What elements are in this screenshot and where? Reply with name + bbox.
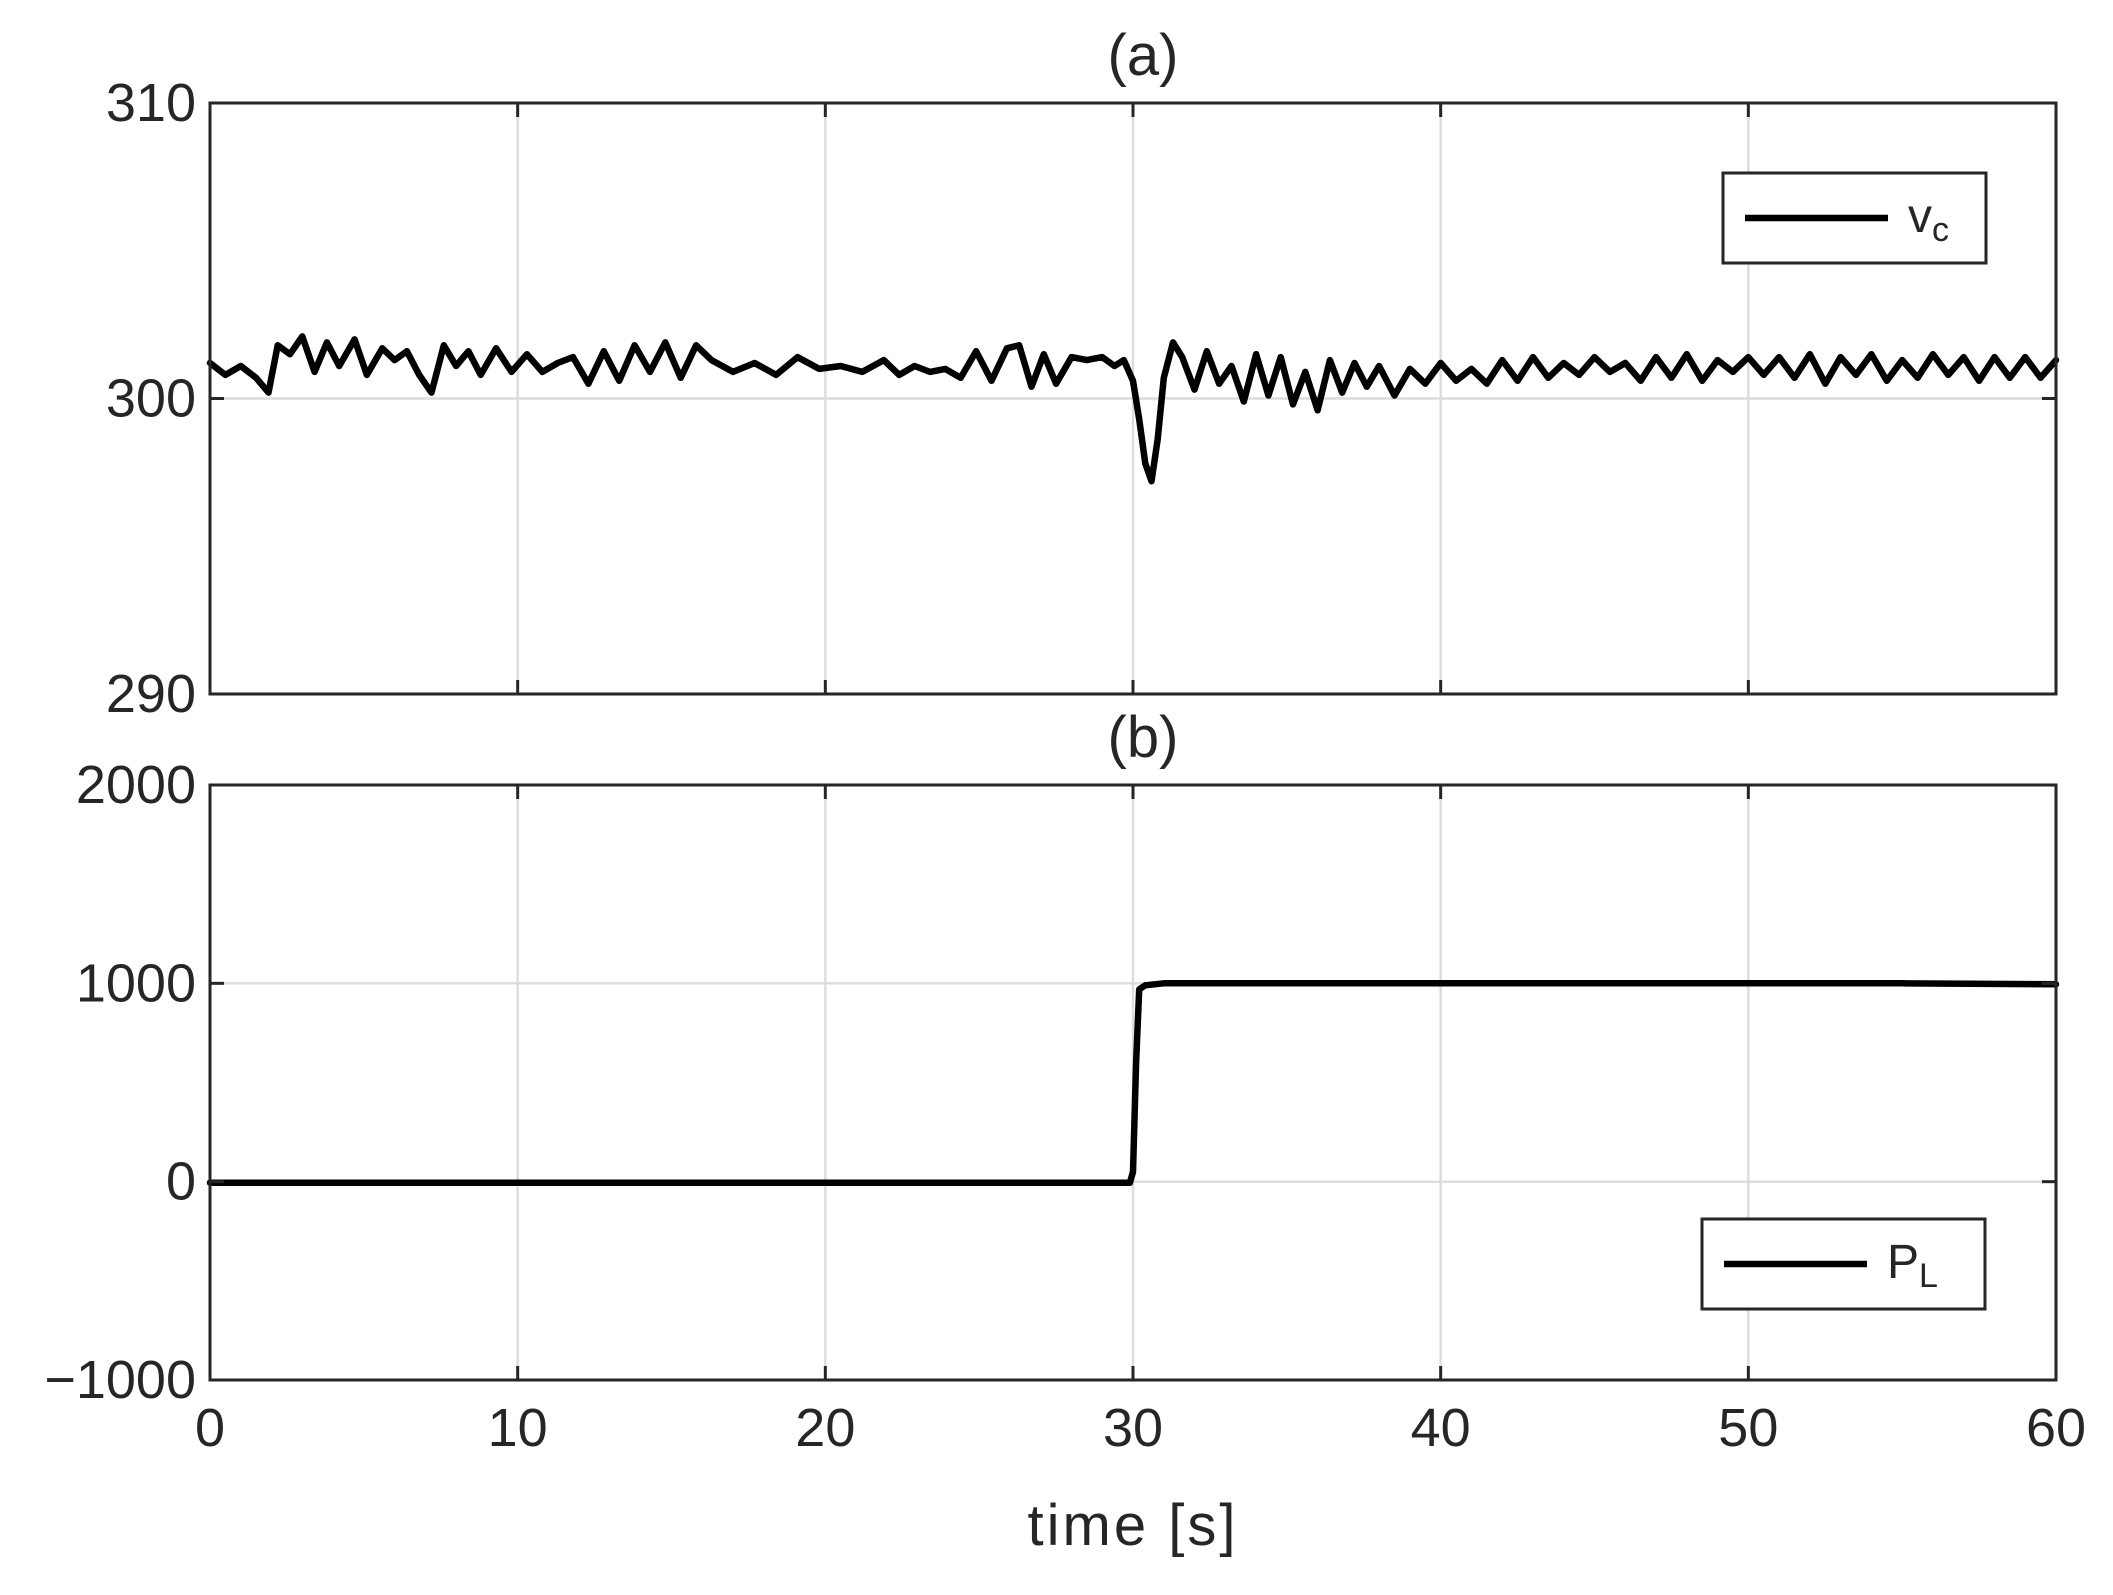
panel-a-y-tick-label: 300 bbox=[106, 369, 196, 429]
panel-a-chart: 290 300 310 (a) vc bbox=[106, 23, 2060, 724]
panel-a-y-tick-label: 290 bbox=[106, 664, 196, 724]
panel-a-legend-label: vc bbox=[1908, 190, 1949, 249]
panel-a-series-layer bbox=[206, 333, 2060, 485]
panel-b-y-tick-label: −1000 bbox=[44, 1350, 196, 1410]
panel-a-ticks: 290 300 310 bbox=[106, 73, 2058, 724]
panel-a-title: (a) bbox=[1108, 23, 1179, 88]
panel-a-legend: vc bbox=[1721, 171, 1988, 265]
x-tick-label: 60 bbox=[2026, 1398, 2086, 1458]
panel-b-legend-label: PL bbox=[1887, 1236, 1938, 1295]
panel-b-y-tick-label: 2000 bbox=[76, 755, 196, 815]
panel-a-series-line bbox=[206, 333, 2060, 485]
x-tick-label: 20 bbox=[795, 1398, 855, 1458]
panel-b-y-tick-label: 0 bbox=[166, 1152, 196, 1212]
panel-b-legend-name: P bbox=[1887, 1236, 1919, 1289]
panel-a-legend-name: v bbox=[1908, 190, 1932, 243]
panel-b-series-line bbox=[206, 980, 2060, 1186]
panel-b-legend-subscript: L bbox=[1919, 1257, 1938, 1295]
panel-a-y-tick-label: 310 bbox=[106, 73, 196, 133]
panel-b-legend: PL bbox=[1700, 1217, 1987, 1311]
panel-b-title: (b) bbox=[1108, 705, 1179, 770]
x-tick-label: 0 bbox=[195, 1398, 225, 1458]
panel-b-series-layer bbox=[206, 980, 2060, 1186]
x-tick-label: 50 bbox=[1718, 1398, 1778, 1458]
panel-a-legend-subscript: c bbox=[1932, 211, 1949, 249]
x-tick-label: 40 bbox=[1411, 1398, 1471, 1458]
x-tick-label: 30 bbox=[1103, 1398, 1163, 1458]
x-axis-label: time [s] bbox=[1028, 1493, 1239, 1558]
x-tick-label: 10 bbox=[488, 1398, 548, 1458]
panel-b-y-tick-label: 1000 bbox=[76, 953, 196, 1013]
